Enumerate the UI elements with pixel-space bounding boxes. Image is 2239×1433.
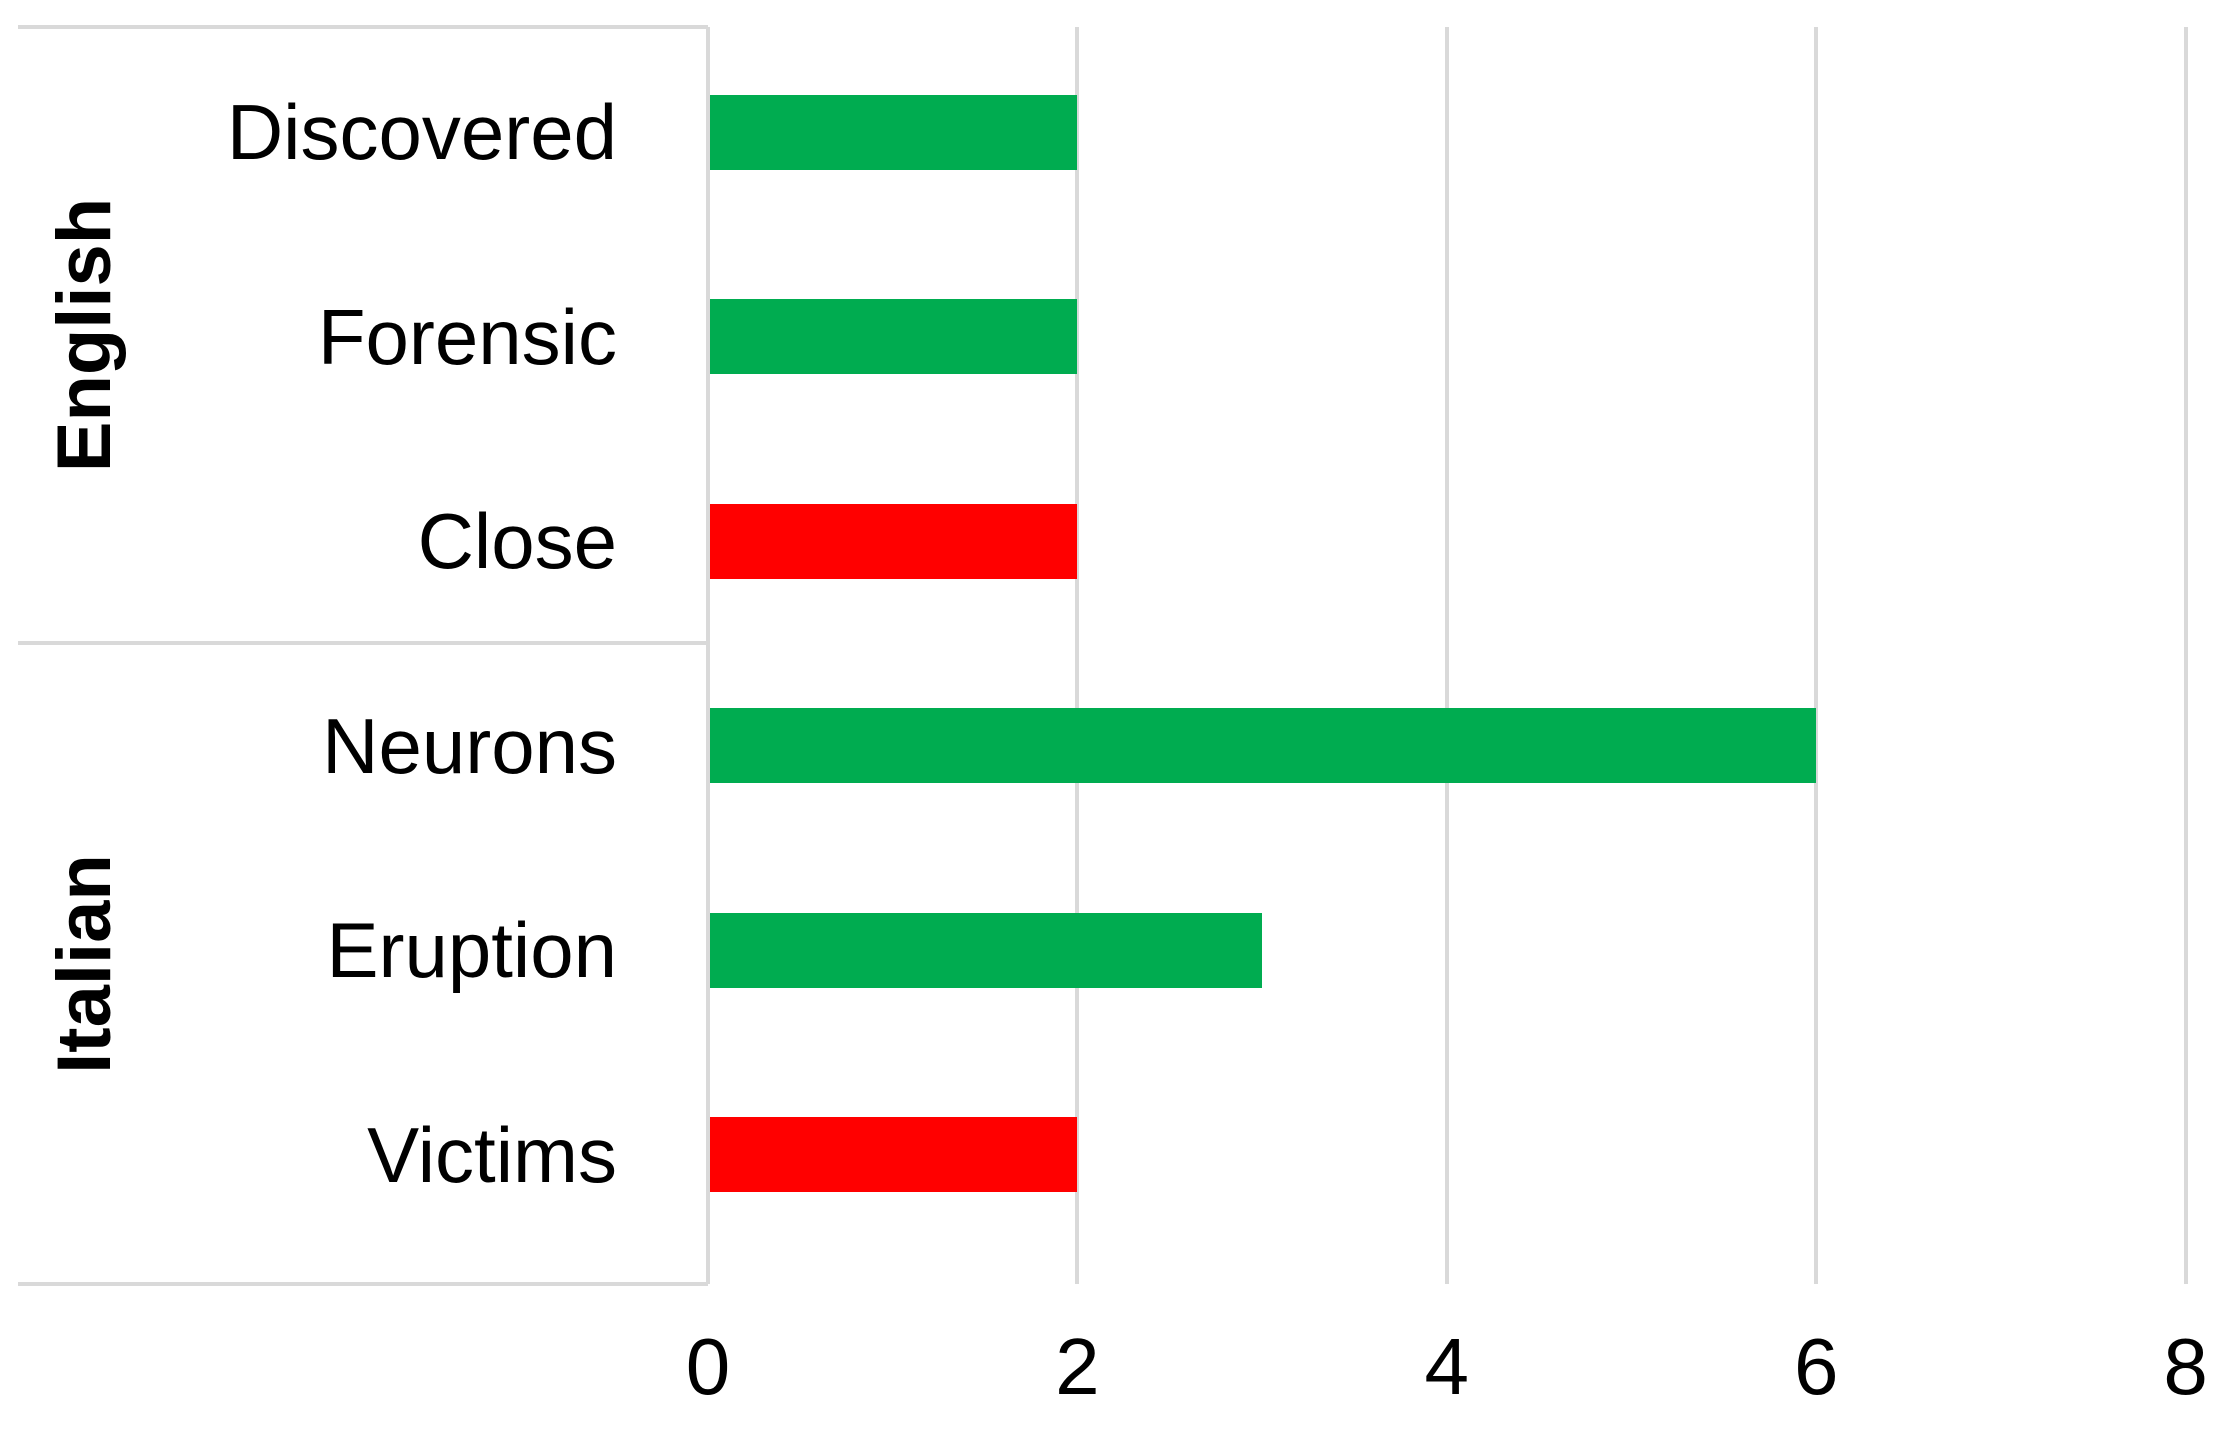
- bar-close: [710, 503, 1077, 579]
- bar-victims: [710, 1117, 1077, 1192]
- x-tick-label-6: 6: [1793, 1322, 1839, 1411]
- category-label-close: Close: [417, 497, 617, 585]
- category-panel-top-border: [18, 25, 708, 29]
- category-panel-bottom-border: [18, 1282, 708, 1286]
- gridline-x-4: [1444, 27, 1449, 1284]
- bar-eruption: [710, 912, 1262, 988]
- x-tick-label-4: 4: [1424, 1322, 1470, 1411]
- x-tick-label-8: 8: [2163, 1322, 2208, 1411]
- group-label-english: English: [42, 197, 127, 473]
- gridline-x-8: [2183, 27, 2188, 1284]
- gridline-x-2: [1075, 27, 1080, 1284]
- category-label-discovered: Discovered: [226, 88, 617, 176]
- category-group-divider: [18, 641, 708, 646]
- value-axis-line: [706, 27, 710, 1284]
- x-tick-label-0: 0: [685, 1322, 731, 1411]
- category-label-eruption: Eruption: [326, 906, 617, 994]
- category-label-forensic: Forensic: [317, 292, 617, 381]
- x-tick-label-2: 2: [1055, 1322, 1100, 1411]
- bar-forensic: [710, 299, 1077, 374]
- gridline-x-6: [1814, 27, 1819, 1284]
- category-label-victims: Victims: [367, 1110, 617, 1199]
- category-label-neurons: Neurons: [322, 701, 617, 790]
- group-label-italian: Italian: [42, 853, 127, 1074]
- bar-neurons: [710, 708, 1816, 783]
- bar-discovered: [710, 94, 1077, 170]
